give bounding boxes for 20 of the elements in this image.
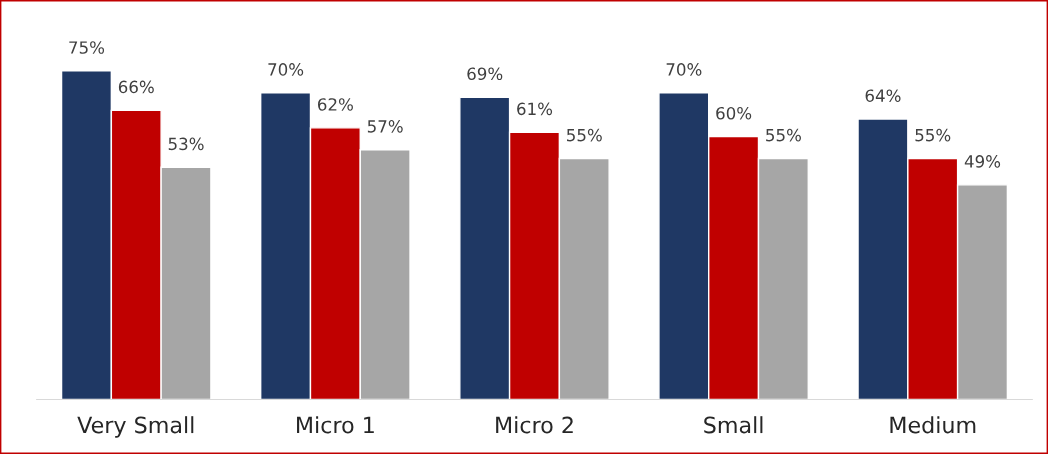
data-label: 66% <box>118 80 154 94</box>
data-label: 75% <box>69 41 105 54</box>
data-label: 69% <box>467 67 503 81</box>
data-label: 55% <box>915 128 951 142</box>
x-tick-label: Medium <box>890 416 976 434</box>
data-label: 53% <box>168 137 204 151</box>
data-label: 55% <box>766 128 801 142</box>
data-label: 70% <box>666 63 702 76</box>
data-label: 60% <box>716 106 752 120</box>
data-label: 57% <box>367 120 403 133</box>
data-label: 64% <box>865 89 901 102</box>
x-tick-label: Micro 1 <box>297 416 374 434</box>
x-tick-label: Very Small <box>77 416 194 438</box>
data-label: 49% <box>964 155 1001 168</box>
data-label: 61% <box>517 102 553 116</box>
data-label: 70% <box>268 63 304 76</box>
x-tick-label: Micro 2 <box>496 416 573 434</box>
data-label: 62% <box>318 98 353 111</box>
x-tick-label: Small <box>704 416 763 434</box>
data-label: 55% <box>567 128 602 142</box>
